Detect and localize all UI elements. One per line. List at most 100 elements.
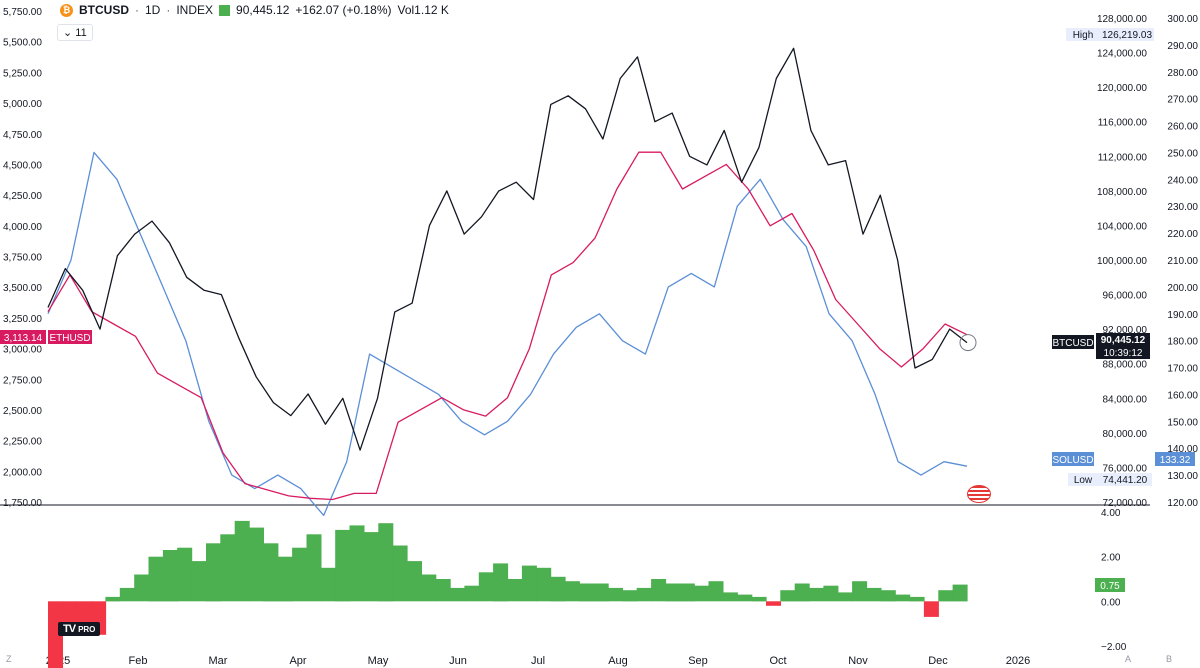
histogram-bar	[306, 534, 322, 602]
x-axis-tick-label: Nov	[848, 655, 868, 667]
btc-countdown: 10:39:12	[1104, 348, 1143, 359]
histogram-bar	[737, 594, 753, 602]
high-value: 126,219.03	[1102, 30, 1152, 41]
histogram-bar	[751, 596, 767, 602]
left-axis-tick-label: 3,000.00	[3, 345, 42, 356]
oscillator-axis-tick-label: −2.00	[1101, 642, 1127, 653]
histogram-bar	[292, 547, 308, 602]
us-flag-icon[interactable]	[967, 485, 991, 503]
histogram-bar	[464, 585, 480, 602]
interval[interactable]: 1D	[145, 3, 161, 17]
symbol-name[interactable]: BTCUSD	[79, 3, 129, 17]
x-axis-tick-label: Aug	[608, 655, 628, 667]
volume: Vol1.12 K	[397, 3, 449, 17]
market-status-icon	[219, 4, 231, 16]
histogram-bar	[177, 547, 193, 602]
histogram-bar	[722, 592, 738, 602]
log-scale-toggle[interactable]: B	[1166, 654, 1173, 664]
histogram-bar	[636, 587, 652, 602]
pro-badge: PRO	[78, 625, 96, 634]
histogram-bar	[766, 601, 781, 606]
histogram-bar	[895, 594, 911, 602]
x-axis-tick-label: Mar	[209, 655, 228, 667]
right-axis-tick-label: 180.00	[1167, 337, 1198, 348]
histogram-bar	[608, 587, 623, 602]
left-axis-tick-label: 1,750.00	[3, 498, 42, 509]
price-change: +162.07 (+0.18%)	[295, 3, 392, 17]
x-axis-tick-label: Dec	[928, 655, 948, 667]
histogram-bar	[952, 584, 968, 602]
histogram-bar	[909, 596, 925, 602]
low-label: Low	[1074, 475, 1093, 486]
timezone-toggle[interactable]: Z	[6, 654, 12, 664]
chevron-down-icon: ⌄	[63, 27, 73, 39]
histogram-bar	[421, 574, 437, 602]
right-axis-tick-label: 230.00	[1167, 202, 1198, 213]
left-axis-tick-label: 5,750.00	[3, 7, 42, 18]
x-axis-tick-label: Sep	[688, 655, 708, 667]
histogram-bar	[679, 583, 695, 602]
eth-tag-bg	[48, 330, 92, 344]
left-axis-tick-label: 2,000.00	[3, 467, 42, 478]
low-value-bg	[1098, 473, 1152, 486]
left-axis-tick-label: 2,250.00	[3, 437, 42, 448]
oscillator-axis-tick-label: 0.00	[1101, 597, 1121, 608]
high-value-bg	[1100, 28, 1154, 41]
indicators-toggle[interactable]: ⌄ 11	[57, 24, 93, 41]
series-line-btcusd	[47, 47, 968, 451]
middle-axis-tick-label: 104,000.00	[1097, 221, 1147, 232]
tradingview-logo[interactable]: TV PRO	[58, 622, 101, 636]
histogram-bar	[493, 563, 509, 602]
logo-text: TV	[63, 623, 76, 635]
histogram-bar	[622, 590, 638, 602]
auto-scale-toggle[interactable]: A	[1125, 654, 1132, 664]
histogram-bar	[809, 587, 824, 602]
left-axis-tick-label: 4,750.00	[3, 130, 42, 141]
oscillator-last-value: 0.75	[1100, 581, 1120, 592]
right-axis-tick-label: 260.00	[1167, 122, 1198, 133]
right-axis-tick-label: 130.00	[1167, 471, 1198, 482]
histogram-bar	[694, 585, 710, 602]
histogram-bar	[923, 601, 939, 617]
histogram-bar	[478, 572, 494, 602]
header-separator: ·	[135, 3, 139, 17]
right-axis-tick-label: 190.00	[1167, 310, 1198, 321]
sol-tag-bg	[1052, 452, 1094, 466]
middle-axis-tick-label: 80,000.00	[1103, 429, 1148, 440]
indicator-count: 11	[75, 27, 87, 39]
middle-axis-tick-label: 76,000.00	[1103, 463, 1148, 474]
histogram-bar	[148, 556, 164, 602]
histogram-bar	[665, 583, 681, 602]
histogram-bar	[536, 567, 552, 602]
middle-axis-tick-label: 96,000.00	[1103, 291, 1148, 302]
header-separator-2: ·	[166, 3, 171, 17]
middle-axis-tick-label: 128,000.00	[1097, 14, 1147, 25]
histogram-bar	[378, 523, 394, 602]
histogram-bar	[335, 529, 351, 602]
sol-price-tag-bg	[1155, 452, 1195, 466]
left-axis-tick-label: 4,000.00	[3, 222, 42, 233]
x-axis-tick-label: 2026	[1006, 655, 1030, 667]
histogram-bar	[234, 520, 250, 602]
right-axis-tick-label: 220.00	[1167, 229, 1198, 240]
cursor-ring-icon	[959, 334, 977, 352]
sol-tag: SOLUSD	[1052, 455, 1093, 466]
exchange: INDEX	[176, 3, 214, 17]
histogram-bar	[579, 583, 595, 602]
middle-axis-tick-label: 120,000.00	[1097, 83, 1147, 94]
right-axis-tick-label: 150.00	[1167, 417, 1198, 428]
eth-price-tag-bg	[0, 330, 46, 344]
middle-axis-tick-label: 124,000.00	[1097, 49, 1147, 60]
bitcoin-icon: ₿	[60, 3, 73, 17]
btc-tag-bg	[1052, 335, 1094, 349]
left-axis-tick-label: 3,750.00	[3, 253, 42, 264]
right-axis-tick-label: 140.00	[1167, 444, 1198, 455]
x-axis-tick-label: May	[368, 655, 389, 667]
btc-price-tag-bg	[1096, 333, 1150, 346]
histogram-bar	[866, 587, 882, 602]
histogram-bar	[105, 596, 121, 602]
eth-price-tag: 3,113.14	[4, 333, 43, 344]
histogram-bar	[119, 587, 135, 602]
